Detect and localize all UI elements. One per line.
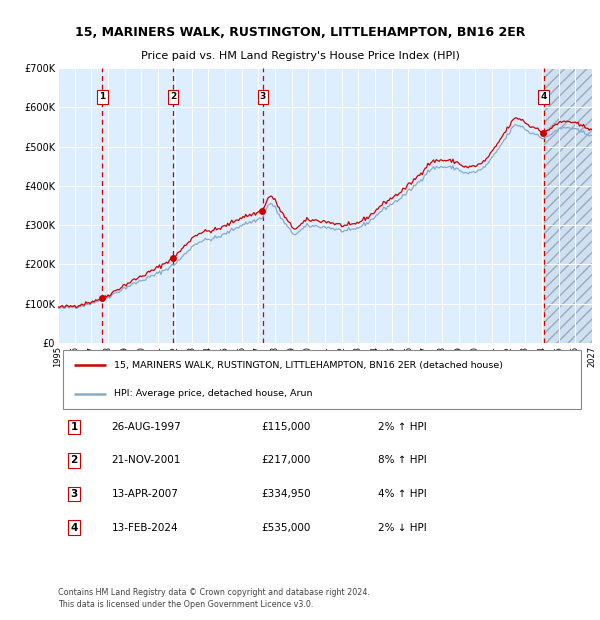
Text: 15, MARINERS WALK, RUSTINGTON, LITTLEHAMPTON, BN16 2ER (detached house): 15, MARINERS WALK, RUSTINGTON, LITTLEHAM… bbox=[114, 361, 503, 370]
Text: HPI: Average price, detached house, Arun: HPI: Average price, detached house, Arun bbox=[114, 389, 313, 398]
Text: £217,000: £217,000 bbox=[261, 456, 310, 466]
Text: Price paid vs. HM Land Registry's House Price Index (HPI): Price paid vs. HM Land Registry's House … bbox=[140, 51, 460, 61]
Text: Contains HM Land Registry data © Crown copyright and database right 2024.
This d: Contains HM Land Registry data © Crown c… bbox=[58, 588, 370, 609]
Text: 4: 4 bbox=[541, 92, 547, 102]
FancyBboxPatch shape bbox=[64, 350, 581, 409]
Bar bbox=[544, 68, 592, 343]
Text: 1: 1 bbox=[70, 422, 77, 432]
Text: £334,950: £334,950 bbox=[261, 489, 311, 499]
Text: £115,000: £115,000 bbox=[261, 422, 310, 432]
Text: 8% ↑ HPI: 8% ↑ HPI bbox=[379, 456, 427, 466]
Bar bbox=[544, 68, 592, 343]
Text: 26-AUG-1997: 26-AUG-1997 bbox=[112, 422, 181, 432]
Text: 3: 3 bbox=[260, 92, 266, 102]
Text: 21-NOV-2001: 21-NOV-2001 bbox=[112, 456, 181, 466]
Text: 2: 2 bbox=[170, 92, 176, 102]
Text: 2% ↑ HPI: 2% ↑ HPI bbox=[379, 422, 427, 432]
Text: 15, MARINERS WALK, RUSTINGTON, LITTLEHAMPTON, BN16 2ER: 15, MARINERS WALK, RUSTINGTON, LITTLEHAM… bbox=[75, 26, 525, 39]
Text: 4: 4 bbox=[70, 523, 78, 533]
Text: £535,000: £535,000 bbox=[261, 523, 310, 533]
Text: 13-APR-2007: 13-APR-2007 bbox=[112, 489, 178, 499]
Text: 3: 3 bbox=[70, 489, 77, 499]
Text: 2: 2 bbox=[70, 456, 77, 466]
Text: 4% ↑ HPI: 4% ↑ HPI bbox=[379, 489, 427, 499]
Text: 2% ↓ HPI: 2% ↓ HPI bbox=[379, 523, 427, 533]
Text: 13-FEB-2024: 13-FEB-2024 bbox=[112, 523, 178, 533]
Text: 1: 1 bbox=[99, 92, 106, 102]
